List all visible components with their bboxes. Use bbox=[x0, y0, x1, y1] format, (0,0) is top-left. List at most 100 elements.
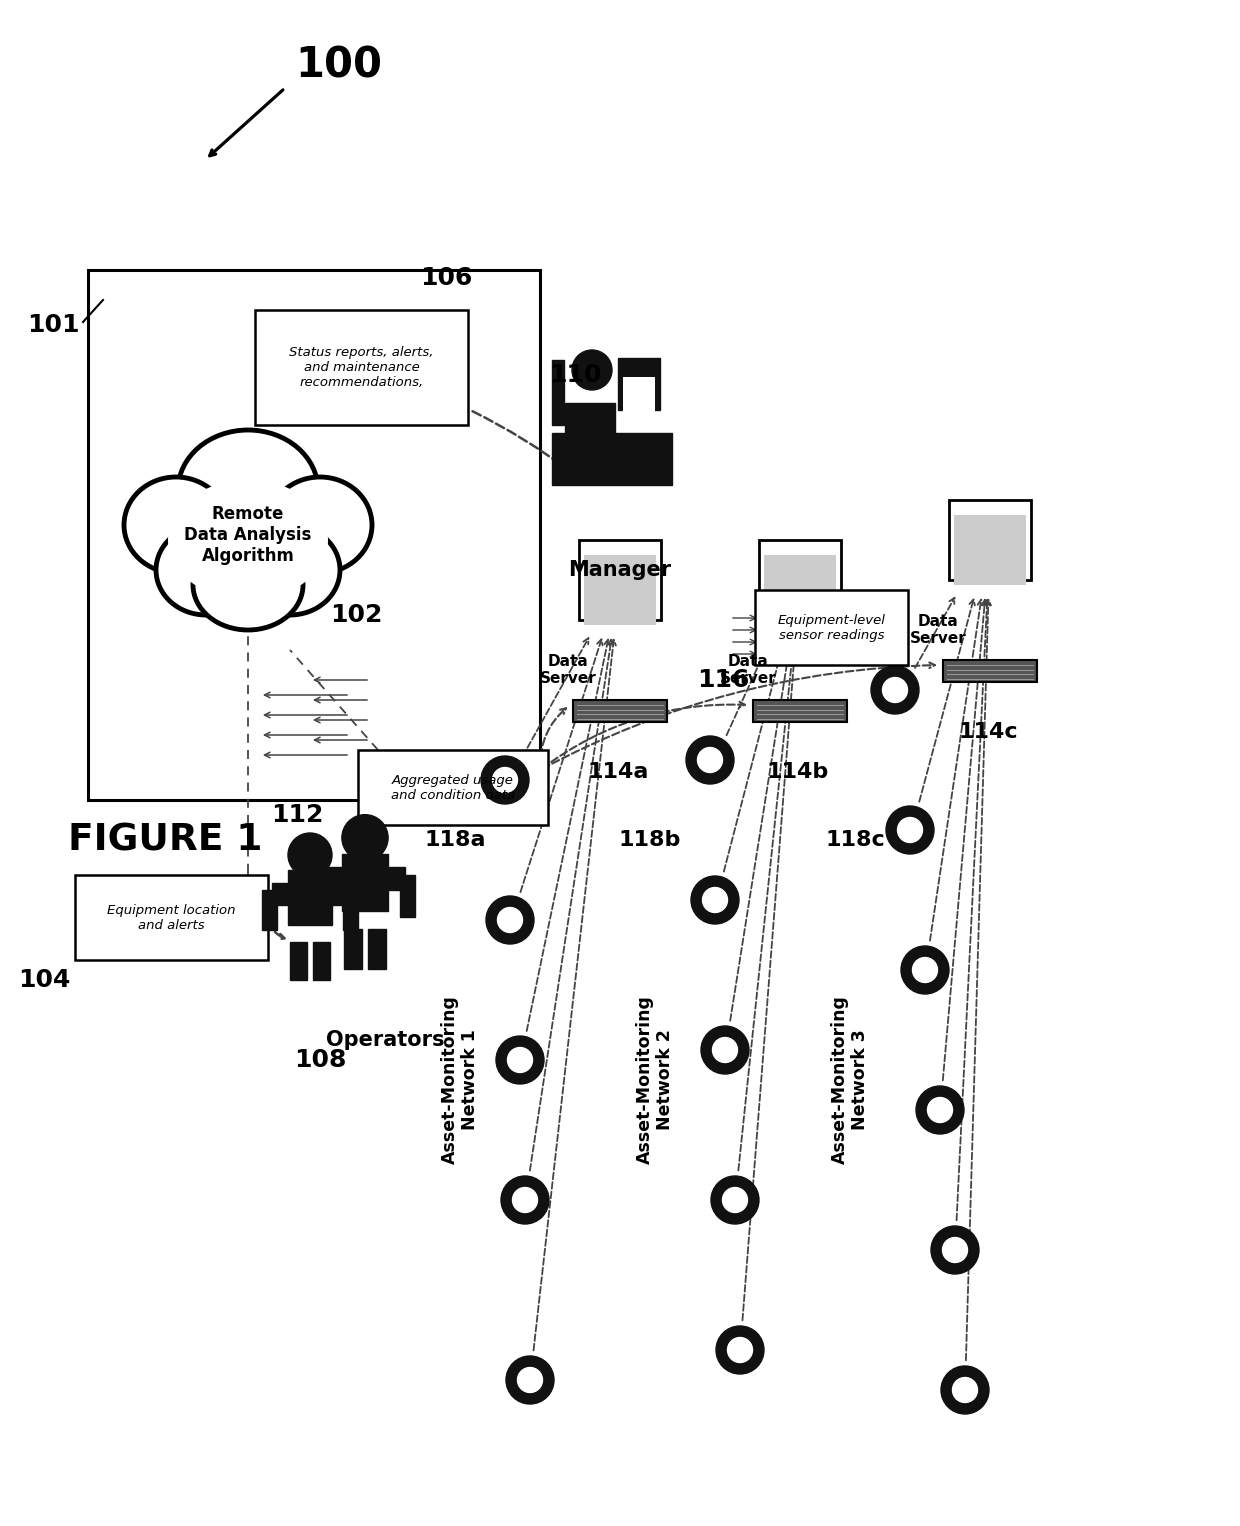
Circle shape bbox=[496, 1036, 544, 1083]
Text: 118c: 118c bbox=[825, 830, 885, 850]
Bar bbox=[288, 870, 332, 925]
Text: Data
Server: Data Server bbox=[910, 613, 966, 645]
Circle shape bbox=[703, 888, 728, 913]
Text: 114a: 114a bbox=[588, 761, 649, 781]
Bar bbox=[74, 874, 268, 960]
Bar bbox=[942, 661, 1037, 682]
Text: 102: 102 bbox=[330, 603, 382, 627]
Bar bbox=[368, 929, 386, 969]
Circle shape bbox=[728, 1337, 753, 1363]
Circle shape bbox=[501, 1177, 549, 1224]
Text: Asset-Monitoring
Network 2: Asset-Monitoring Network 2 bbox=[636, 995, 675, 1164]
Circle shape bbox=[928, 1097, 952, 1123]
Bar bbox=[552, 433, 672, 485]
Bar bbox=[290, 942, 308, 980]
Bar bbox=[399, 874, 415, 917]
Bar bbox=[634, 449, 644, 462]
Circle shape bbox=[507, 1047, 532, 1073]
Text: Equipment location
and alerts: Equipment location and alerts bbox=[107, 903, 236, 931]
Text: 118b: 118b bbox=[619, 830, 681, 850]
Bar bbox=[573, 700, 667, 722]
Circle shape bbox=[887, 806, 934, 855]
Bar bbox=[622, 377, 655, 415]
Circle shape bbox=[711, 1177, 759, 1224]
Circle shape bbox=[486, 896, 534, 945]
Text: 100: 100 bbox=[295, 44, 382, 85]
Text: 104: 104 bbox=[17, 967, 69, 992]
Text: 114c: 114c bbox=[959, 722, 1018, 742]
Bar bbox=[759, 540, 841, 620]
Circle shape bbox=[941, 1366, 990, 1415]
Text: 101: 101 bbox=[27, 313, 81, 337]
Ellipse shape bbox=[193, 540, 303, 630]
Ellipse shape bbox=[241, 525, 340, 615]
Bar bbox=[315, 874, 330, 917]
Text: 118a: 118a bbox=[424, 830, 486, 850]
Text: Data
Server: Data Server bbox=[719, 653, 776, 687]
Text: 116: 116 bbox=[698, 668, 750, 691]
Bar bbox=[262, 890, 277, 929]
Bar bbox=[600, 449, 625, 459]
Circle shape bbox=[913, 957, 937, 983]
Circle shape bbox=[512, 1187, 537, 1213]
Bar bbox=[325, 867, 405, 890]
Circle shape bbox=[497, 908, 522, 932]
Circle shape bbox=[701, 1025, 749, 1074]
Bar bbox=[272, 884, 348, 905]
Bar bbox=[618, 359, 660, 410]
Bar bbox=[949, 501, 1030, 580]
Text: 106: 106 bbox=[420, 266, 472, 290]
Text: Status reports, alerts,
and maintenance
recommendations,: Status reports, alerts, and maintenance … bbox=[289, 346, 434, 389]
Bar bbox=[753, 700, 847, 722]
Circle shape bbox=[342, 815, 388, 861]
Circle shape bbox=[715, 1326, 764, 1373]
Circle shape bbox=[686, 736, 734, 784]
Bar bbox=[343, 929, 362, 969]
Ellipse shape bbox=[124, 478, 228, 572]
Text: 108: 108 bbox=[294, 1048, 346, 1071]
Text: Manager: Manager bbox=[568, 560, 672, 580]
Circle shape bbox=[691, 876, 739, 925]
Text: Remote
Data Analysis
Algorithm: Remote Data Analysis Algorithm bbox=[185, 505, 311, 565]
Bar bbox=[552, 360, 564, 426]
Bar bbox=[755, 591, 908, 665]
Ellipse shape bbox=[156, 525, 255, 615]
Text: Aggregated usage
and condition data: Aggregated usage and condition data bbox=[391, 774, 515, 801]
Circle shape bbox=[481, 755, 529, 804]
Bar bbox=[312, 942, 330, 980]
Bar bbox=[343, 890, 358, 929]
Circle shape bbox=[713, 1038, 738, 1062]
Text: Operators: Operators bbox=[326, 1030, 444, 1050]
Circle shape bbox=[517, 1367, 542, 1393]
Ellipse shape bbox=[153, 455, 343, 615]
Bar bbox=[358, 749, 548, 826]
Bar bbox=[88, 270, 539, 800]
Ellipse shape bbox=[167, 481, 329, 600]
Text: 112: 112 bbox=[270, 803, 322, 827]
Text: Asset-Monitoring
Network 1: Asset-Monitoring Network 1 bbox=[440, 995, 480, 1164]
Bar bbox=[579, 540, 661, 620]
Ellipse shape bbox=[179, 430, 317, 549]
Circle shape bbox=[870, 665, 919, 714]
Circle shape bbox=[698, 748, 723, 772]
Circle shape bbox=[883, 678, 908, 702]
Bar bbox=[565, 403, 615, 446]
Circle shape bbox=[723, 1187, 748, 1213]
Text: Asset-Monitoring
Network 3: Asset-Monitoring Network 3 bbox=[831, 995, 869, 1164]
Circle shape bbox=[952, 1378, 977, 1402]
Bar bbox=[255, 310, 467, 426]
Text: Equipment-level
sensor readings: Equipment-level sensor readings bbox=[777, 613, 885, 641]
Bar bbox=[954, 514, 1025, 584]
Text: Data
Server: Data Server bbox=[539, 653, 596, 687]
Circle shape bbox=[506, 1357, 554, 1404]
Bar bbox=[584, 555, 656, 626]
Circle shape bbox=[942, 1238, 967, 1262]
Ellipse shape bbox=[268, 478, 372, 572]
Circle shape bbox=[492, 768, 517, 792]
Text: FIGURE 1: FIGURE 1 bbox=[68, 823, 263, 858]
Bar bbox=[342, 853, 388, 911]
Circle shape bbox=[916, 1087, 963, 1134]
Circle shape bbox=[931, 1225, 980, 1274]
Text: 114b: 114b bbox=[766, 761, 830, 781]
Circle shape bbox=[898, 818, 923, 842]
